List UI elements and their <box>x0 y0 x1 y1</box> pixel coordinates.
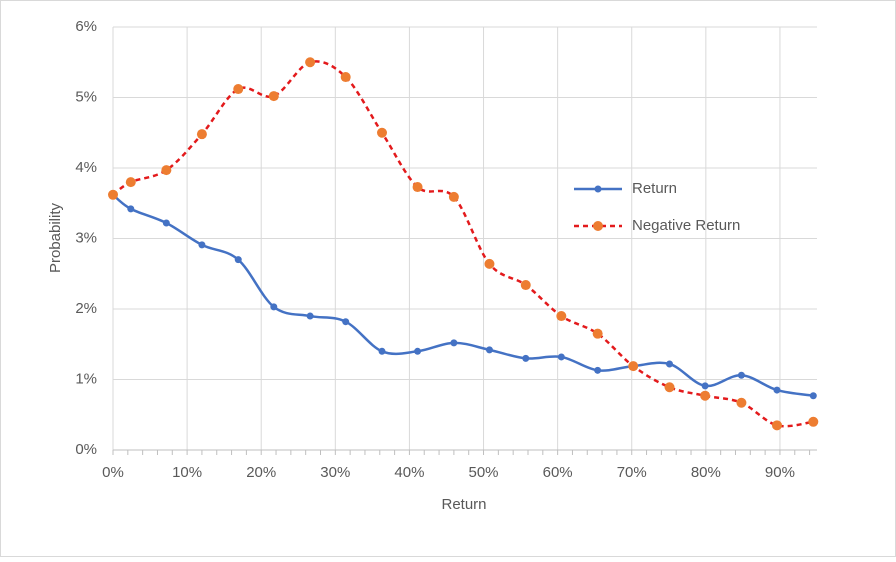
data-point <box>592 328 603 339</box>
data-point <box>556 311 567 322</box>
data-point <box>809 392 817 400</box>
data-point <box>484 258 495 269</box>
data-point <box>666 360 674 368</box>
data-point <box>773 386 781 394</box>
data-point <box>162 219 170 227</box>
data-point <box>161 165 172 176</box>
data-point <box>412 182 423 193</box>
y-tick-label: 0% <box>75 441 97 458</box>
data-point <box>737 371 745 379</box>
data-point <box>340 72 351 83</box>
x-axis-label: Return <box>441 496 486 513</box>
data-point <box>594 366 602 374</box>
data-point <box>771 420 782 431</box>
data-point <box>198 241 206 249</box>
y-tick-label: 2% <box>75 300 97 317</box>
data-point <box>450 339 458 347</box>
data-point <box>628 361 639 372</box>
data-point <box>485 346 493 354</box>
data-point <box>127 205 135 213</box>
data-point <box>808 416 819 427</box>
data-point <box>700 390 711 401</box>
data-point <box>664 382 675 393</box>
data-point <box>378 347 386 355</box>
x-tick-label: 10% <box>172 464 202 481</box>
y-tick-label: 1% <box>75 370 97 387</box>
data-point <box>448 191 459 202</box>
data-point <box>234 256 242 264</box>
legend-label: Negative Return <box>632 217 740 234</box>
data-point <box>414 347 422 355</box>
data-point <box>125 177 136 188</box>
data-point <box>270 303 278 311</box>
data-point <box>736 397 747 408</box>
data-point <box>557 353 565 361</box>
y-tick-label: 3% <box>75 229 97 246</box>
data-point <box>520 280 531 291</box>
x-tick-label: 80% <box>691 464 721 481</box>
x-tick-label: 20% <box>246 464 276 481</box>
data-point <box>305 57 316 68</box>
x-tick-label: 70% <box>617 464 647 481</box>
y-tick-label: 6% <box>75 18 97 35</box>
y-tick-label: 5% <box>75 88 97 105</box>
legend-marker <box>594 185 602 193</box>
legend-marker <box>593 221 603 231</box>
y-tick-label: 4% <box>75 159 97 176</box>
data-point <box>196 129 207 140</box>
legend-label: Return <box>632 180 677 197</box>
data-point <box>108 189 118 200</box>
x-tick-label: 0% <box>102 464 124 481</box>
data-point <box>306 312 314 320</box>
data-point <box>701 382 709 390</box>
x-tick-label: 50% <box>469 464 499 481</box>
data-point <box>233 84 244 95</box>
x-tick-label: 90% <box>765 464 795 481</box>
data-point <box>377 127 388 138</box>
data-point <box>268 91 279 102</box>
y-axis-label: Probability <box>47 202 64 273</box>
data-point <box>342 318 350 326</box>
x-tick-label: 60% <box>543 464 573 481</box>
x-tick-label: 40% <box>394 464 424 481</box>
data-point <box>522 354 530 362</box>
x-tick-label: 30% <box>320 464 350 481</box>
series-line <box>112 60 814 428</box>
